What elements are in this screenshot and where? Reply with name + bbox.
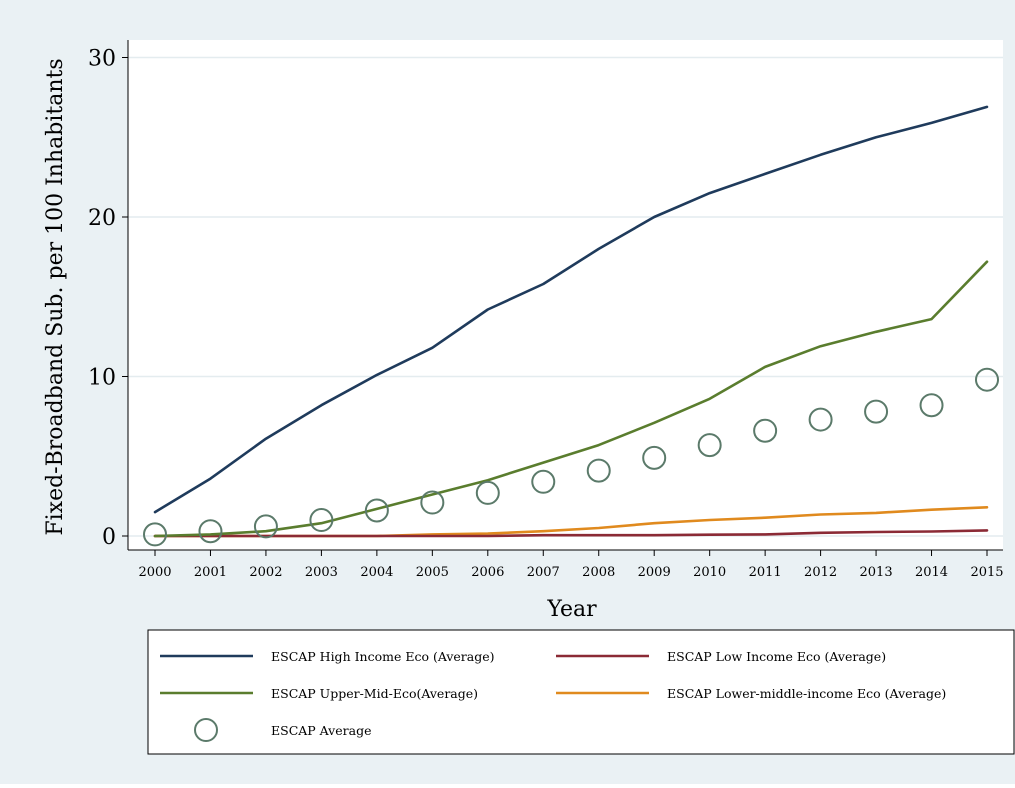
series-4-point-2008	[586, 458, 611, 483]
legend-label-1: ESCAP Low Income Eco (Average)	[667, 649, 886, 664]
legend-label-4: ESCAP Average	[271, 723, 371, 738]
series-4-point-2006	[475, 480, 500, 505]
legend: ESCAP High Income Eco (Average) ESCAP Low…	[147, 629, 1015, 755]
x-tick-label-2005: 2005	[416, 565, 449, 580]
series-4-point-2011	[753, 418, 778, 443]
legend-label-2: ESCAP Upper-Mid-Eco(Average)	[271, 686, 478, 701]
legend-item-0: ESCAP High Income Eco (Average)	[160, 649, 495, 664]
series-4-point-2002	[253, 514, 278, 539]
legend-item-2: ESCAP Upper-Mid-Eco(Average)	[160, 686, 478, 701]
legend-label-0: ESCAP High Income Eco (Average)	[271, 649, 495, 664]
x-tick-label-2012: 2012	[804, 565, 837, 580]
series-4-markers	[143, 367, 999, 547]
y-tick-label-30: 30	[88, 47, 116, 72]
series-4-point-2015	[975, 367, 999, 392]
series-4-point-2003	[309, 508, 334, 533]
legend-swatch-4	[194, 718, 218, 742]
legend-item-4: ESCAP Average	[194, 718, 371, 742]
series-4-point-2009	[642, 445, 667, 470]
x-axis-ticks: 2000 2001 2002 2003 2004 2005 2006 2007 2008 2009…	[138, 550, 1004, 580]
x-tick-label-2011: 2011	[749, 565, 782, 580]
x-tick-label-2014: 2014	[915, 565, 948, 580]
x-tick-label-2007: 2007	[527, 565, 560, 580]
x-tick-label-2004: 2004	[360, 565, 393, 580]
axes	[127, 40, 1003, 551]
x-tick-label-2010: 2010	[693, 565, 726, 580]
x-tick-label-2008: 2008	[582, 565, 615, 580]
x-tick-label-2015: 2015	[970, 565, 1003, 580]
x-tick-label-2006: 2006	[471, 565, 504, 580]
x-tick-label-2009: 2009	[638, 565, 671, 580]
x-tick-label-2013: 2013	[860, 565, 893, 580]
series-0-line	[153, 105, 989, 514]
y-tick-label-20: 20	[88, 206, 116, 231]
plot-area	[128, 40, 1003, 550]
series-4-point-2012	[808, 407, 833, 432]
x-axis-title: Year	[546, 597, 597, 622]
y-tick-label-10: 10	[88, 366, 116, 391]
series-4-point-2005	[420, 490, 445, 515]
series-4-point-2013	[864, 399, 889, 424]
legend-item-3: ESCAP Lower-middle-income Eco (Average)	[556, 686, 946, 701]
series-1-line	[153, 529, 989, 538]
series-4-point-2004	[364, 498, 389, 523]
x-tick-label-2000: 2000	[138, 565, 171, 580]
series-4-point-2007	[531, 469, 556, 494]
legend-item-1: ESCAP Low Income Eco (Average)	[556, 649, 886, 664]
series-2-line	[153, 260, 989, 538]
series-4-point-2010	[697, 433, 722, 458]
y-axis-ticks: 0 10 20 30	[88, 47, 128, 550]
series-layer	[143, 105, 999, 547]
series-4-point-2014	[919, 393, 944, 418]
series-4-point-2000	[143, 522, 167, 547]
x-tick-label-2001: 2001	[194, 565, 227, 580]
series-4-point-2001	[198, 519, 223, 544]
x-tick-label-2003: 2003	[305, 565, 338, 580]
x-tick-label-2002: 2002	[249, 565, 282, 580]
y-axis-title: Fixed-Broadband Sub. per 100 Inhabitants	[43, 58, 68, 535]
y-tick-label-0: 0	[102, 525, 116, 550]
legend-label-3: ESCAP Lower-middle-income Eco (Average)	[667, 686, 946, 701]
